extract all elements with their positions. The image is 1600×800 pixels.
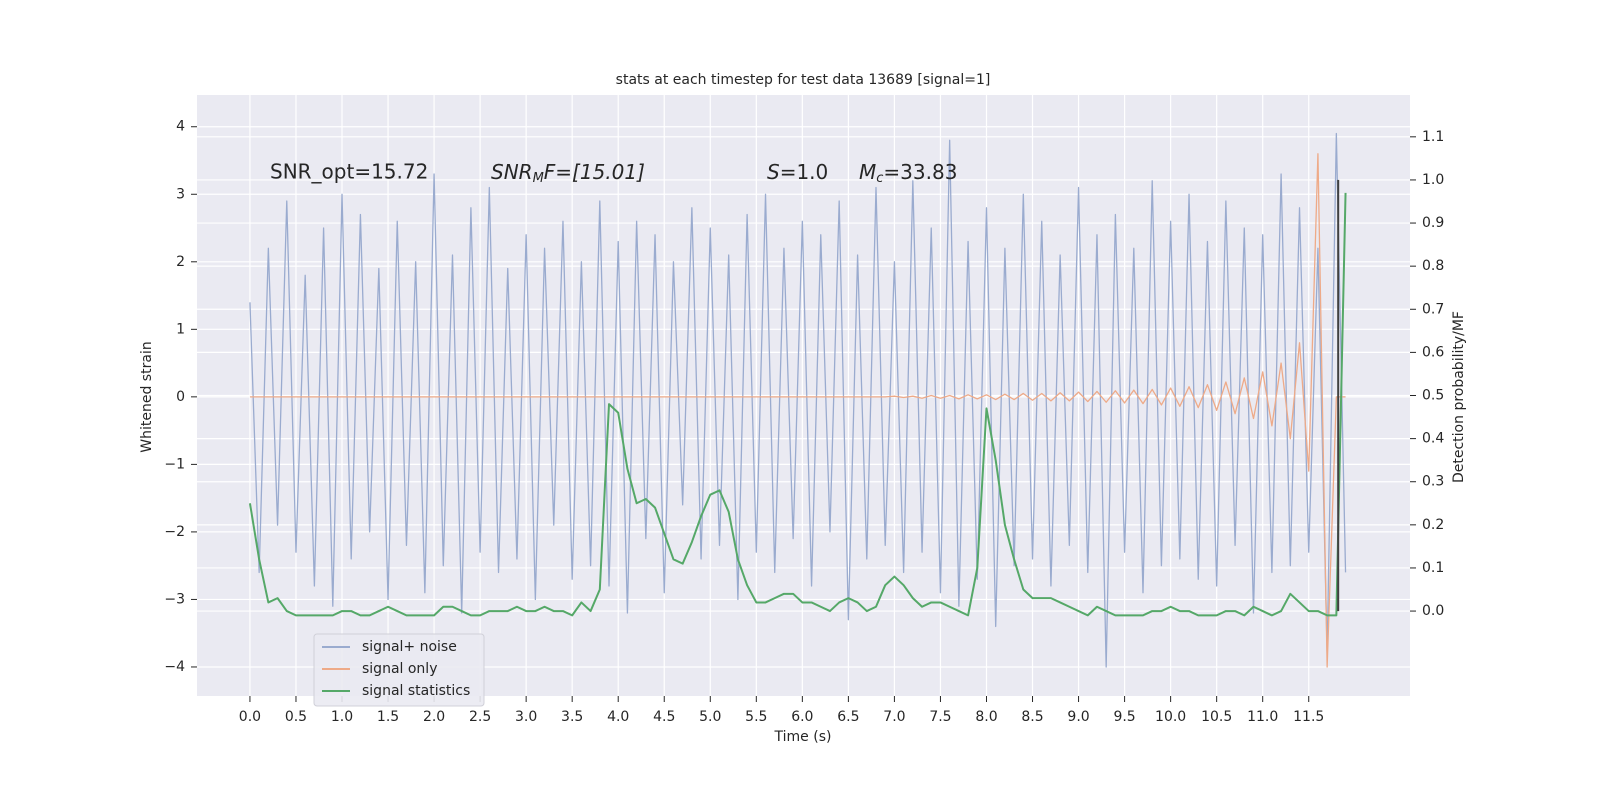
x-tick-label: 4.0: [607, 709, 629, 725]
y-tick-label: 3: [176, 186, 185, 202]
y-tick-label: −1: [164, 456, 185, 472]
x-tick-label: 5.0: [699, 709, 721, 725]
x-tick-label: 11.0: [1247, 709, 1278, 725]
x-axis-label: Time (s): [774, 729, 832, 745]
annotation: Mc=33.83: [859, 160, 957, 186]
y-tick-label: 2: [176, 254, 185, 270]
y-tick-label: −3: [164, 591, 185, 607]
x-tick-label: 4.5: [653, 709, 675, 725]
x-tick-label: 2.0: [423, 709, 445, 725]
y2-tick-label: 0.6: [1422, 344, 1444, 360]
x-tick-label: 3.5: [561, 709, 583, 725]
x-tick-label: 10.5: [1201, 709, 1232, 725]
y2-tick-label: 0.7: [1422, 301, 1444, 317]
series-line: [249, 153, 1346, 668]
y2-tick-label: 0.0: [1422, 603, 1444, 619]
annotation-part: M: [859, 160, 876, 184]
x-tick-label: 7.5: [929, 709, 951, 725]
legend-label: signal statistics: [362, 683, 470, 699]
annotation-sub: c: [876, 171, 883, 186]
x-tick-label: 8.5: [1021, 709, 1043, 725]
legend-label: signal only: [362, 661, 437, 677]
annotation-part: F=[15.01]: [544, 160, 645, 184]
legend-box: [313, 633, 485, 707]
y2-axis-label: Detection probability/MF: [1451, 311, 1467, 483]
y-axis-label: Whitened strain: [139, 341, 155, 452]
annotation-part: =33.83: [883, 160, 957, 184]
annotation-part: =1.0: [780, 160, 829, 184]
x-tick-label: 2.5: [469, 709, 491, 725]
y2-tick-label: 0.3: [1422, 474, 1444, 490]
x-tick-label: 9.5: [1113, 709, 1135, 725]
y2-tick-label: 1.1: [1422, 129, 1444, 145]
x-tick-label: 0.5: [285, 709, 307, 725]
y2-tick-label: 1.0: [1422, 172, 1444, 188]
x-tick-label: 5.5: [745, 709, 767, 725]
x-tick-label: 6.0: [791, 709, 813, 725]
y-tick-label: 1: [176, 321, 185, 337]
annotation: SNRMF=[15.01]: [491, 160, 645, 186]
x-tick-label: 7.0: [883, 709, 905, 725]
y2-tick-label: 0.1: [1422, 560, 1444, 576]
y-tick-label: 0: [176, 389, 185, 405]
x-tick-label: 0.0: [239, 709, 261, 725]
x-tick-label: 10.0: [1155, 709, 1186, 725]
y2-tick-label: 0.4: [1422, 431, 1444, 447]
annotation-part: S: [767, 160, 780, 184]
y2-tick-label: 0.5: [1422, 388, 1444, 404]
x-tick-label: 6.5: [837, 709, 859, 725]
annotation: S=1.0: [767, 160, 828, 184]
x-tick-label: 3.0: [515, 709, 537, 725]
series-line: [248, 192, 1347, 617]
x-tick-label: 1.5: [377, 709, 399, 725]
y-tick-label: 4: [176, 119, 185, 135]
x-tick-label: 11.5: [1293, 709, 1324, 725]
annotation-sub: M: [533, 171, 544, 186]
legend-label: signal+ noise: [362, 639, 457, 655]
x-tick-label: 8.0: [975, 709, 997, 725]
chart-title: stats at each timestep for test data 136…: [616, 72, 991, 88]
x-tick-label: 1.0: [331, 709, 353, 725]
y-tick-label: −2: [164, 524, 185, 540]
y2-tick-label: 0.2: [1422, 517, 1444, 533]
y2-tick-label: 0.8: [1422, 258, 1444, 274]
y2-tick-label: 0.9: [1422, 215, 1444, 231]
y-tick-label: −4: [164, 659, 185, 675]
annotation: SNR_opt=15.72: [270, 160, 428, 184]
series-line: [249, 132, 1347, 668]
x-tick-label: 9.0: [1067, 709, 1089, 725]
annotation-part: SNR: [491, 160, 533, 184]
